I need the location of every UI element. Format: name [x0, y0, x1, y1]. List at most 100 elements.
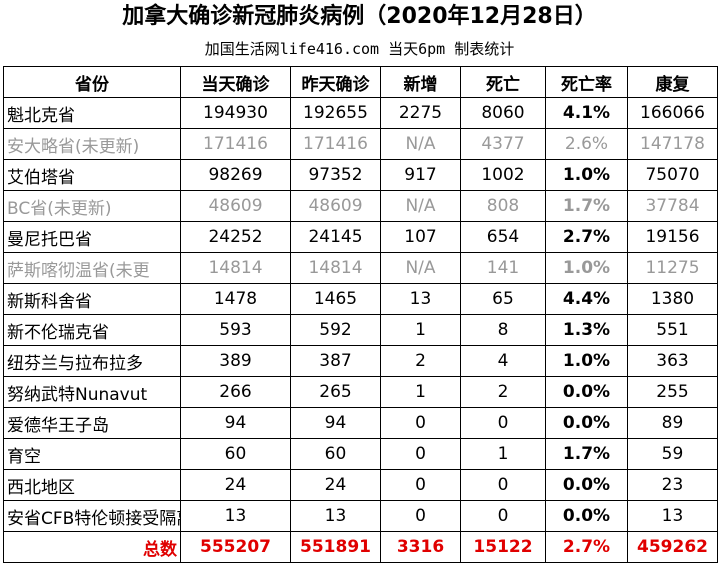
province-cell: 新斯科舍省: [3, 283, 181, 315]
subtitle: 加国生活网life416.com 当天6pm 制表统计: [204, 40, 515, 58]
column-header: 省份: [3, 66, 181, 98]
value-cell: 171416: [180, 128, 291, 160]
value-cell: 1.0%: [545, 159, 628, 191]
table-row: 爱德华王子岛 94 94 0 0 0.0% 89: [3, 407, 718, 439]
value-cell: 14814: [180, 252, 291, 284]
value-cell: 24: [180, 469, 291, 501]
value-cell: 1.7%: [545, 190, 628, 222]
value-cell: 48609: [180, 190, 291, 222]
table-row: 魁北克省 194930 192655 2275 8060 4.1% 166066: [3, 97, 718, 129]
value-cell: 2.7%: [545, 221, 628, 253]
value-cell: 1: [380, 314, 461, 346]
total-row: 总数 555207 551891 3316 15122 2.7% 459262: [3, 531, 718, 563]
value-cell: 37784: [627, 190, 718, 222]
title: 加拿大确诊新冠肺炎病例（2020年12月28日）: [122, 4, 597, 29]
value-cell: 1002: [460, 159, 546, 191]
value-cell: 171416: [290, 128, 381, 160]
province-cell: 爱德华王子岛: [3, 407, 181, 439]
value-cell: 2: [460, 376, 546, 408]
value-cell: 13: [180, 500, 291, 532]
value-cell: 0: [380, 500, 461, 532]
province-cell: 安省CFB特伦顿接受隔离: [3, 500, 181, 532]
value-cell: 1.0%: [545, 252, 628, 284]
table-row: 艾伯塔省 98269 97352 917 1002 1.0% 75070: [3, 159, 718, 191]
province-cell: 育空: [3, 438, 181, 470]
value-cell: 24: [290, 469, 381, 501]
value-cell: N/A: [380, 128, 461, 160]
column-header: 死亡: [460, 66, 546, 98]
province-cell: BC省(未更新): [3, 190, 181, 222]
column-header: 昨天确诊: [290, 66, 381, 98]
value-cell: 363: [627, 345, 718, 377]
value-cell: 1.7%: [545, 438, 628, 470]
value-cell: 141: [460, 252, 546, 284]
value-cell: 265: [290, 376, 381, 408]
total-cell: 2.7%: [545, 531, 628, 563]
value-cell: 4377: [460, 128, 546, 160]
table-row: 西北地区 24 24 0 0 0.0% 23: [3, 469, 718, 501]
value-cell: 8060: [460, 97, 546, 129]
value-cell: 0.0%: [545, 407, 628, 439]
value-cell: 654: [460, 221, 546, 253]
value-cell: 24252: [180, 221, 291, 253]
value-cell: 0: [380, 407, 461, 439]
column-header: 死亡率: [545, 66, 628, 98]
value-cell: 60: [180, 438, 291, 470]
value-cell: 4.4%: [545, 283, 628, 315]
province-cell: 曼尼托巴省: [3, 221, 181, 253]
value-cell: 89: [627, 407, 718, 439]
value-cell: 48609: [290, 190, 381, 222]
value-cell: 94: [290, 407, 381, 439]
value-cell: 1465: [290, 283, 381, 315]
province-cell: 努纳武特Nunavut: [3, 376, 181, 408]
value-cell: 1380: [627, 283, 718, 315]
table-row: 努纳武特Nunavut 266 265 1 2 0.0% 255: [3, 376, 718, 408]
value-cell: 107: [380, 221, 461, 253]
value-cell: 13: [627, 500, 718, 532]
value-cell: 4: [460, 345, 546, 377]
table-row: 育空 60 60 0 1 1.7% 59: [3, 438, 718, 470]
value-cell: 97352: [290, 159, 381, 191]
province-cell: 纽芬兰与拉布拉多: [3, 345, 181, 377]
table-row: 新不伦瑞克省 593 592 1 8 1.3% 551: [3, 314, 718, 346]
table-row: 纽芬兰与拉布拉多 389 387 2 4 1.0% 363: [3, 345, 718, 377]
value-cell: 59: [627, 438, 718, 470]
total-cell: 459262: [627, 531, 718, 563]
value-cell: 592: [290, 314, 381, 346]
value-cell: 4.1%: [545, 97, 628, 129]
value-cell: 917: [380, 159, 461, 191]
total-cell: 555207: [180, 531, 291, 563]
value-cell: 2: [380, 345, 461, 377]
value-cell: 389: [180, 345, 291, 377]
value-cell: 98269: [180, 159, 291, 191]
value-cell: 23: [627, 469, 718, 501]
value-cell: 0.0%: [545, 469, 628, 501]
value-cell: 0: [460, 500, 546, 532]
case-table: 省份 当天确诊 昨天确诊 新增 死亡 死亡率 康复 魁北克省 194930 192655 2275…: [3, 66, 718, 563]
value-cell: 166066: [627, 97, 718, 129]
total-cell: 总数: [3, 531, 181, 563]
value-cell: 11275: [627, 252, 718, 284]
value-cell: 60: [290, 438, 381, 470]
value-cell: 75070: [627, 159, 718, 191]
value-cell: 13: [380, 283, 461, 315]
column-header: 康复: [627, 66, 718, 98]
value-cell: 192655: [290, 97, 381, 129]
total-cell: 551891: [290, 531, 381, 563]
value-cell: 0: [380, 438, 461, 470]
table-row: 安大略省(未更新) 171416 171416 N/A 4377 2.6% 147178: [3, 128, 718, 160]
total-cell: 3316: [380, 531, 461, 563]
value-cell: 2275: [380, 97, 461, 129]
province-cell: 艾伯塔省: [3, 159, 181, 191]
value-cell: 551: [627, 314, 718, 346]
value-cell: 0: [460, 407, 546, 439]
value-cell: 1478: [180, 283, 291, 315]
value-cell: 0: [460, 469, 546, 501]
value-cell: 2.6%: [545, 128, 628, 160]
value-cell: 24145: [290, 221, 381, 253]
table-row: 曼尼托巴省 24252 24145 107 654 2.7% 19156: [3, 221, 718, 253]
value-cell: 387: [290, 345, 381, 377]
table-row: 萨斯喀彻温省(未更 14814 14814 N/A 141 1.0% 11275: [3, 252, 718, 284]
column-header: 新增: [380, 66, 461, 98]
